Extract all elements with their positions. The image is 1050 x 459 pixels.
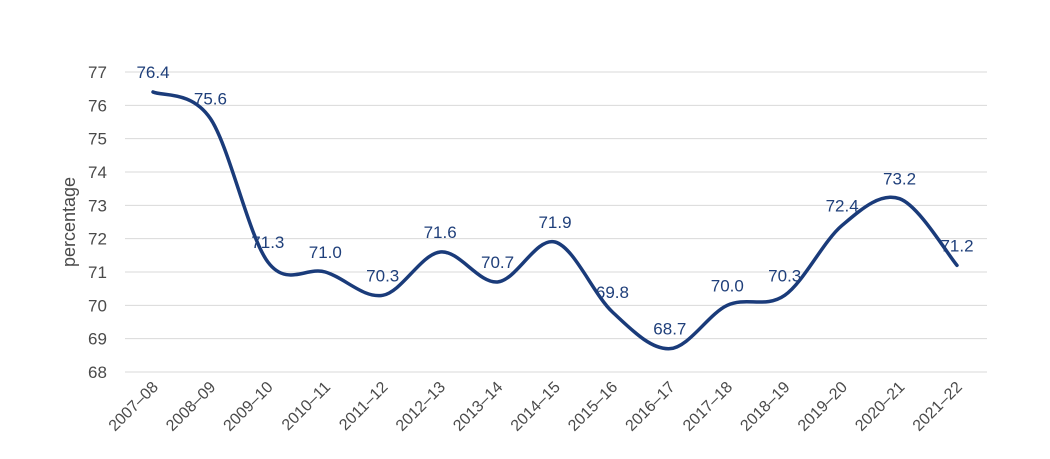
data-label: 73.2 — [883, 170, 916, 189]
x-tick-label: 2013–14 — [450, 379, 506, 435]
y-tick-label: 69 — [88, 330, 107, 349]
data-point — [784, 294, 786, 296]
data-point — [841, 224, 843, 226]
series-layer — [151, 90, 959, 351]
y-tick-label: 72 — [88, 230, 107, 249]
y-axis-label: percentage — [59, 177, 79, 267]
data-point — [554, 241, 556, 243]
data-label: 76.4 — [136, 63, 169, 82]
data-label: 70.0 — [711, 276, 744, 295]
data-label: 70.3 — [366, 266, 399, 285]
data-point — [956, 264, 958, 266]
y-axis-ticks: 68 69 70 71 72 73 74 75 76 77 — [88, 63, 107, 382]
data-point — [267, 261, 269, 263]
data-point — [669, 348, 671, 350]
data-point — [497, 281, 499, 283]
data-label: 68.7 — [653, 320, 686, 339]
y-tick-label: 70 — [88, 296, 107, 315]
data-label: 75.6 — [194, 90, 227, 109]
y-tick-label: 71 — [88, 263, 107, 282]
data-label: 70.3 — [768, 266, 801, 285]
data-point — [152, 91, 154, 93]
x-tick-label: 2019–20 — [795, 379, 851, 435]
y-tick-label: 75 — [88, 130, 107, 149]
x-tick-label: 2010–11 — [279, 379, 334, 434]
data-label: 72.4 — [826, 196, 859, 215]
y-tick-label: 68 — [88, 363, 107, 382]
y-tick-label: 77 — [88, 63, 107, 82]
x-tick-label: 2008–09 — [163, 379, 219, 435]
y-tick-label: 74 — [88, 163, 107, 182]
data-point — [382, 294, 384, 296]
data-label: 71.9 — [538, 213, 571, 232]
data-label: 71.0 — [309, 243, 342, 262]
series-line — [151, 90, 959, 351]
data-label: 71.6 — [424, 223, 457, 242]
data-label: 69.8 — [596, 283, 629, 302]
data-label: 71.3 — [251, 233, 284, 252]
data-point — [611, 311, 613, 313]
x-tick-label: 2015–16 — [565, 379, 621, 435]
y-tick-label: 76 — [88, 96, 107, 115]
data-point — [899, 198, 901, 200]
x-tick-label: 2021–22 — [910, 379, 966, 435]
data-labels: 76.4 75.6 71.3 71.0 70.3 71.6 70.7 71.9 69.8 68.7… — [136, 63, 973, 339]
x-tick-label: 2011–12 — [336, 379, 391, 434]
x-tick-label: 2009–10 — [221, 379, 277, 435]
x-tick-label: 2018–19 — [737, 379, 793, 435]
x-tick-label: 2014–15 — [508, 379, 564, 435]
x-tick-label: 2020–21 — [852, 379, 908, 435]
data-point — [324, 271, 326, 273]
data-point — [209, 118, 211, 120]
x-tick-label: 2007–08 — [106, 379, 162, 435]
x-axis-ticks: 2007–08 2008–09 2009–10 2010–11 2011–12 2012–… — [106, 379, 966, 435]
data-point — [439, 251, 441, 253]
gridlines — [125, 71, 987, 373]
x-tick-label: 2016–17 — [623, 379, 679, 435]
x-tick-label: 2012–13 — [393, 379, 449, 435]
data-label: 70.7 — [481, 253, 514, 272]
data-point — [726, 304, 728, 306]
data-label: 71.2 — [940, 236, 973, 255]
y-tick-label: 73 — [88, 196, 107, 215]
x-tick-label: 2017–18 — [680, 379, 736, 435]
